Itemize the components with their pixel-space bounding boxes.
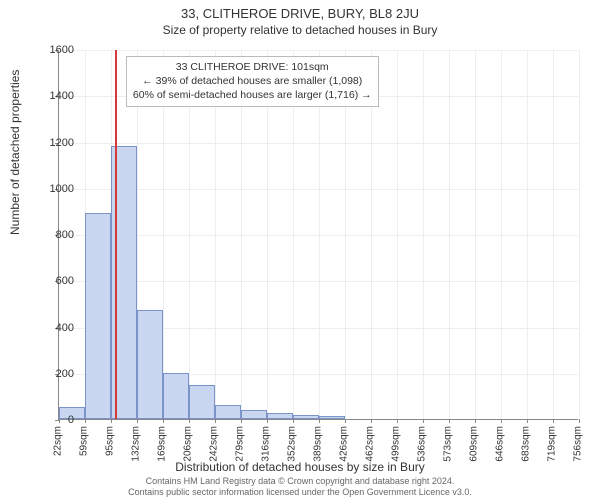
gridline-v [579,50,580,419]
xtick-label: 499sqm [391,426,402,462]
ytick-label: 1200 [34,137,74,149]
ytick-label: 1400 [34,90,74,102]
xtick-mark [111,419,112,423]
xtick-mark [501,419,502,423]
footer: Contains HM Land Registry data © Crown c… [0,476,600,498]
xtick-mark [267,419,268,423]
xtick-mark [449,419,450,423]
xtick-label: 536sqm [417,426,428,462]
xtick-mark [397,419,398,423]
gridline-v [397,50,398,419]
histogram-bar [293,415,319,419]
ytick-label: 400 [34,322,74,334]
xtick-label: 169sqm [157,426,168,462]
xtick-label: 462sqm [365,426,376,462]
gridline-v [449,50,450,419]
gridline-v [475,50,476,419]
ytick-label: 200 [34,368,74,380]
xtick-label: 206sqm [183,426,194,462]
xtick-mark [371,419,372,423]
gridline-v [553,50,554,419]
xtick-label: 719sqm [547,426,558,462]
xtick-mark [85,419,86,423]
ytick-label: 1600 [34,44,74,56]
annotation-line3: 60% of semi-detached houses are larger (… [133,88,372,102]
xtick-label: 242sqm [209,426,220,462]
marker-line [115,50,117,419]
annotation-box: 33 CLITHEROE DRIVE: 101sqm ← 39% of deta… [126,56,379,107]
xtick-mark [553,419,554,423]
xtick-label: 22sqm [53,426,64,456]
xtick-mark [293,419,294,423]
xtick-mark [423,419,424,423]
gridline-v [527,50,528,419]
xtick-mark [137,419,138,423]
chart-title: 33, CLITHEROE DRIVE, BURY, BL8 2JU [0,0,600,21]
xtick-label: 609sqm [469,426,480,462]
xtick-label: 352sqm [287,426,298,462]
xtick-label: 646sqm [495,426,506,462]
xtick-mark [475,419,476,423]
xtick-mark [241,419,242,423]
xtick-mark [319,419,320,423]
xtick-mark [527,419,528,423]
annotation-line2: ← 39% of detached houses are smaller (1,… [133,74,372,88]
footer-line2: Contains public sector information licen… [0,487,600,498]
ytick-label: 1000 [34,183,74,195]
xtick-mark [345,419,346,423]
gridline-v [423,50,424,419]
xtick-mark [215,419,216,423]
histogram-bar [189,385,215,419]
histogram-bar [241,410,267,419]
xtick-mark [189,419,190,423]
xtick-mark [163,419,164,423]
histogram-bar [215,405,241,419]
xtick-label: 132sqm [131,426,142,462]
histogram-bar [85,213,111,419]
histogram-bar [137,310,163,419]
chart-area: 33 CLITHEROE DRIVE: 101sqm ← 39% of deta… [58,50,578,420]
xtick-label: 573sqm [443,426,454,462]
ytick-label: 0 [34,414,74,426]
chart-container: 33, CLITHEROE DRIVE, BURY, BL8 2JU Size … [0,0,600,500]
xtick-label: 95sqm [105,426,116,456]
gridline-v [501,50,502,419]
chart-subtitle: Size of property relative to detached ho… [0,21,600,37]
histogram-bar [319,416,345,419]
xtick-label: 683sqm [521,426,532,462]
x-axis-label: Distribution of detached houses by size … [0,460,600,474]
ytick-label: 600 [34,275,74,287]
annotation-line1: 33 CLITHEROE DRIVE: 101sqm [133,60,372,74]
xtick-label: 279sqm [235,426,246,462]
xtick-label: 59sqm [79,426,90,456]
xtick-label: 389sqm [313,426,324,462]
y-axis-label: Number of detached properties [8,70,22,235]
histogram-bar [163,373,189,419]
histogram-bar [267,413,293,419]
xtick-label: 756sqm [573,426,584,462]
xtick-label: 426sqm [339,426,350,462]
xtick-mark [579,419,580,423]
footer-line1: Contains HM Land Registry data © Crown c… [0,476,600,487]
ytick-label: 800 [34,229,74,241]
xtick-label: 316sqm [261,426,272,462]
